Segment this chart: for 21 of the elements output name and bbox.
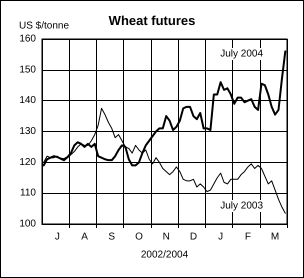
series-label: July 2003: [220, 200, 264, 212]
y-tick-label: 150: [19, 64, 36, 76]
y-axis-title: US $/tonne: [19, 20, 70, 32]
y-tick-label: 120: [19, 156, 36, 168]
x-tick-label: D: [190, 232, 198, 242]
chart-title: Wheat futures: [108, 13, 196, 28]
y-tick-label: 140: [19, 95, 36, 106]
y-tick-label: 100: [19, 218, 36, 230]
y-tick-label: 130: [19, 126, 36, 137]
x-tick-label: S: [108, 232, 116, 242]
x-tick-label: F: [244, 232, 251, 242]
x-tick-label: O: [135, 232, 144, 242]
x-tick-label: A: [81, 232, 88, 242]
x-tick-label: M: [270, 232, 280, 242]
x-tick-label: J: [218, 232, 224, 242]
x-tick-label: N: [162, 232, 170, 242]
x-axis-title: 2002/2004: [140, 250, 189, 260]
y-tick-label: 160: [19, 34, 36, 44]
x-tick-label: J: [54, 232, 60, 242]
text: July 2004: [220, 48, 264, 60]
y-tick-label: 110: [20, 188, 36, 199]
